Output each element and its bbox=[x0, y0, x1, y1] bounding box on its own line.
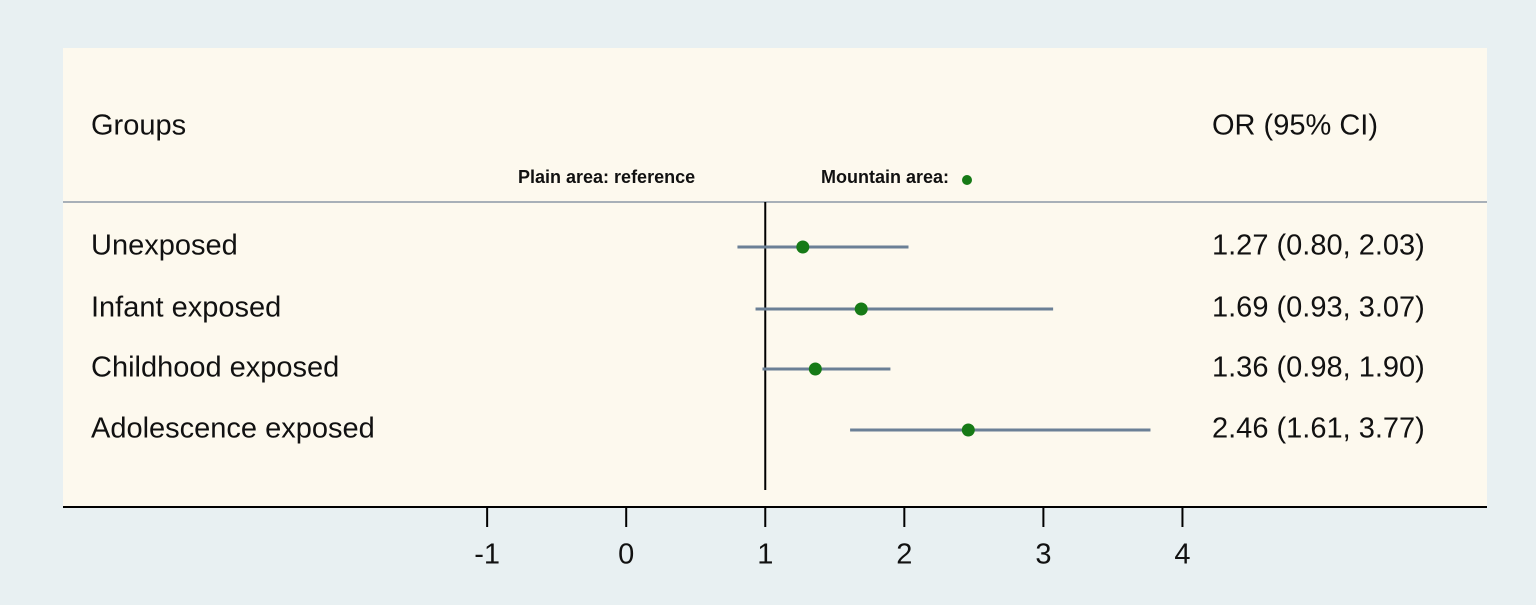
point-estimate bbox=[796, 240, 810, 254]
estimate-label: 2.46 (1.61, 3.77) bbox=[1212, 413, 1425, 445]
group-header: Groups bbox=[91, 110, 186, 142]
x-tick-label: 0 bbox=[618, 539, 634, 571]
group-label: Adolescence exposed bbox=[91, 413, 375, 445]
group-label: Unexposed bbox=[91, 230, 238, 262]
point-estimate bbox=[808, 362, 822, 376]
x-tick-label: -1 bbox=[474, 539, 500, 571]
estimate-header: OR (95% CI) bbox=[1212, 110, 1378, 142]
x-tick-label: 2 bbox=[896, 539, 912, 571]
plot-panel bbox=[63, 48, 1487, 507]
x-tick-label: 4 bbox=[1174, 539, 1190, 571]
reference-label: Plain area: reference bbox=[518, 167, 695, 187]
x-tick-label: 3 bbox=[1035, 539, 1051, 571]
estimate-label: 1.27 (0.80, 2.03) bbox=[1212, 230, 1425, 262]
point-estimate bbox=[854, 302, 868, 316]
estimate-label: 1.69 (0.93, 3.07) bbox=[1212, 292, 1425, 324]
x-tick-label: 1 bbox=[757, 539, 773, 571]
legend-label: Mountain area: bbox=[821, 167, 949, 187]
group-label: Infant exposed bbox=[91, 292, 281, 324]
legend-marker bbox=[962, 175, 972, 185]
group-label: Childhood exposed bbox=[91, 352, 339, 384]
estimate-label: 1.36 (0.98, 1.90) bbox=[1212, 352, 1425, 384]
point-estimate bbox=[961, 423, 975, 437]
